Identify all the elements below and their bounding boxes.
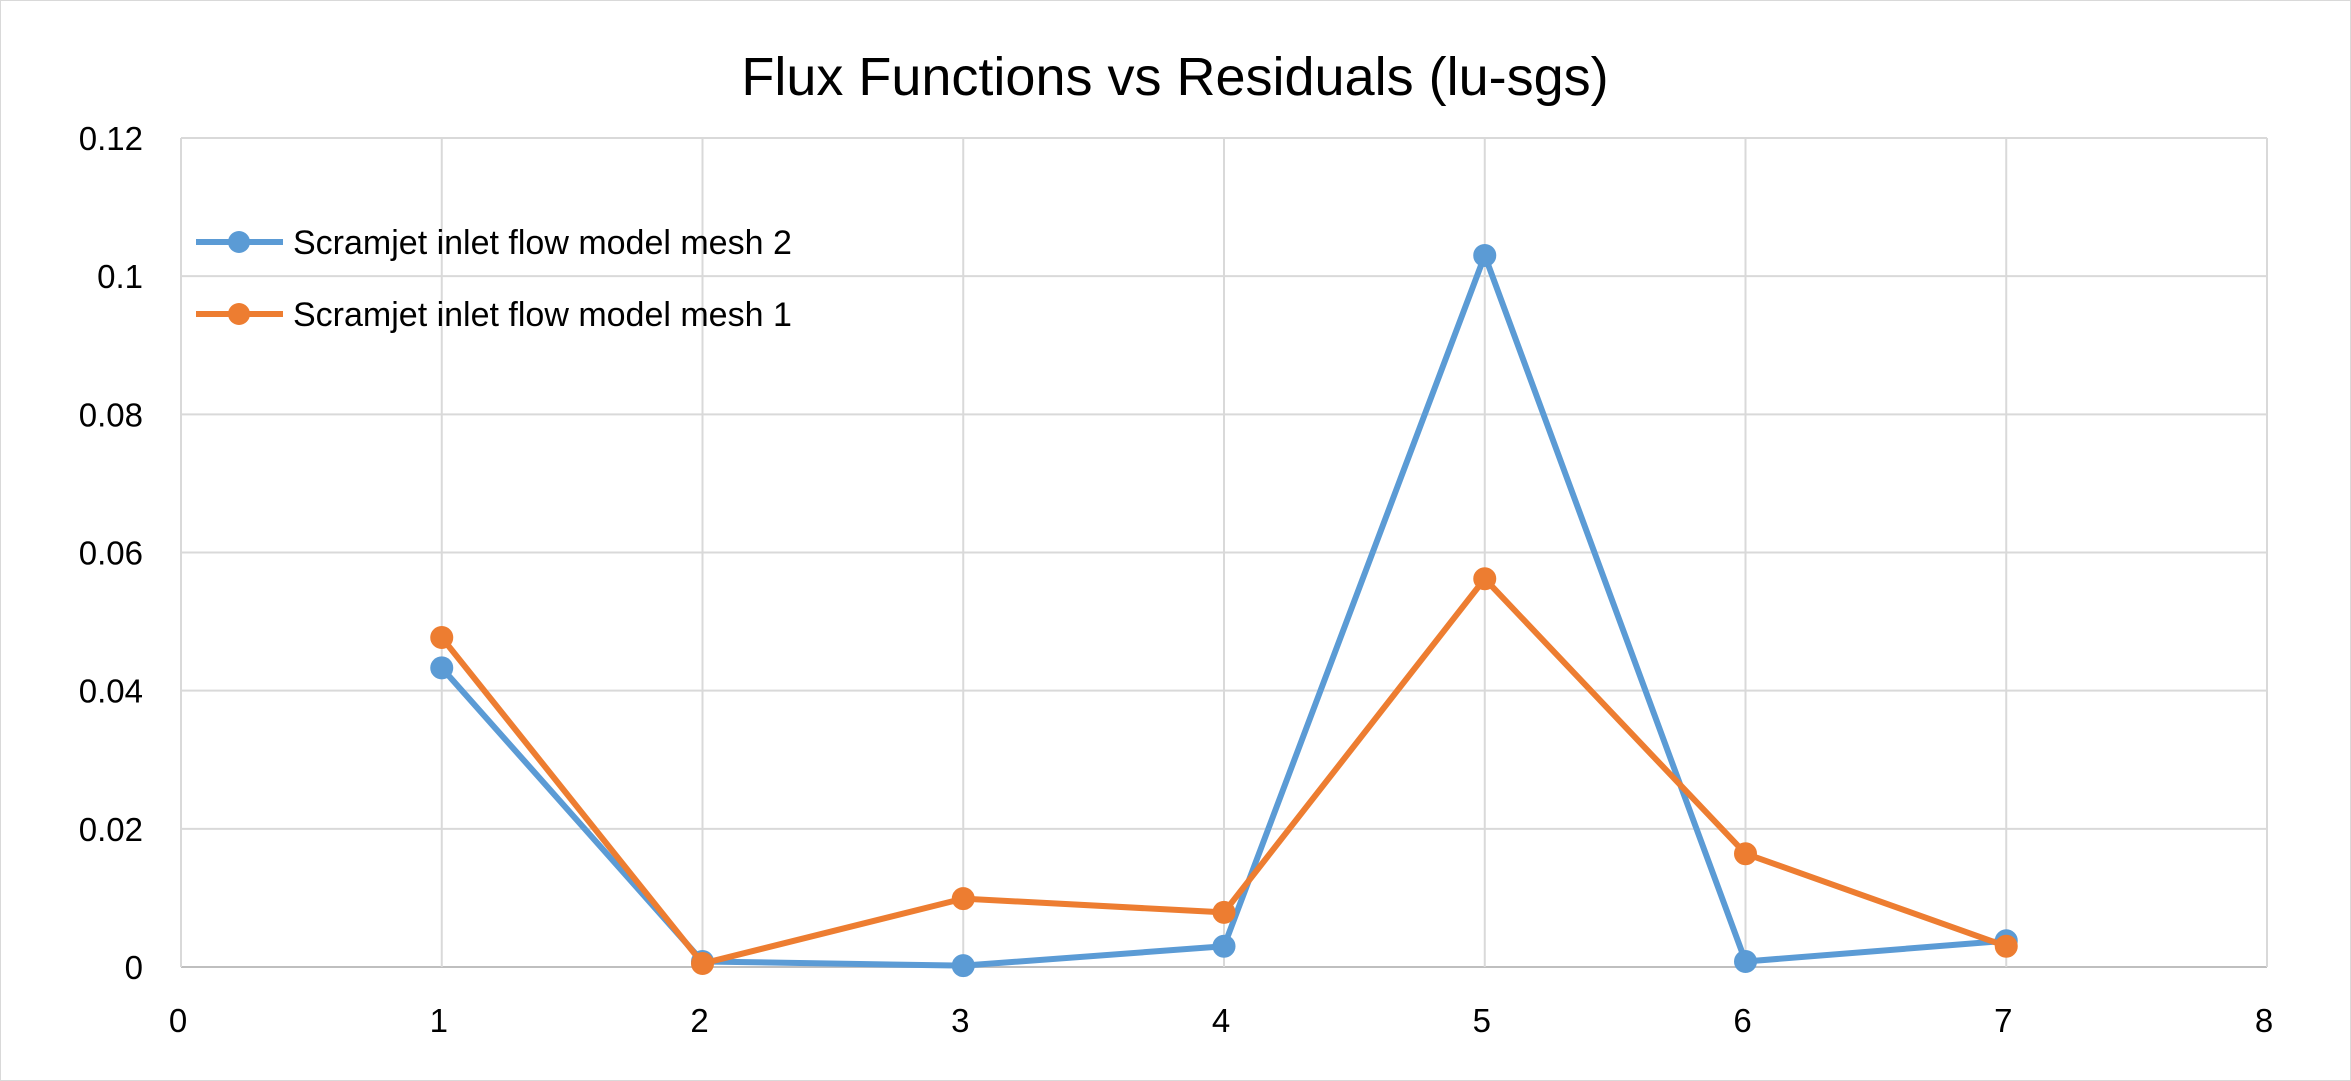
data-point (1212, 900, 1236, 924)
legend-label: Scramjet inlet flow model mesh 2 (293, 224, 792, 262)
data-point (1473, 243, 1497, 267)
y-tick-label: 0.1 (97, 258, 143, 295)
x-tick-labels: 0 1 2 3 4 5 6 7 8 (169, 1002, 2273, 1039)
data-point (430, 625, 454, 649)
x-tick-label: 3 (951, 1002, 969, 1039)
data-point (1994, 934, 2018, 958)
legend-label: Scramjet inlet flow model mesh 1 (293, 296, 792, 334)
y-tick-label: 0.06 (79, 535, 143, 572)
data-point (1473, 567, 1497, 591)
data-point (951, 954, 975, 978)
x-tick-label: 2 (690, 1002, 708, 1039)
series-layer (430, 243, 2018, 978)
x-tick-label: 1 (430, 1002, 448, 1039)
legend-marker (228, 303, 250, 325)
data-point (1734, 949, 1757, 973)
y-tick-label: 0.04 (79, 673, 143, 710)
grid-layer (180, 137, 2268, 968)
data-point (951, 887, 975, 911)
legend: Scramjet inlet flow model mesh 2 Scramjet… (196, 224, 792, 334)
y-tick-labels: 0 0.02 0.04 0.06 0.08 0.1 0.12 (79, 120, 143, 986)
x-tick-label: 0 (169, 1002, 187, 1039)
data-point (430, 656, 454, 680)
y-tick-label: 0.08 (79, 396, 143, 433)
data-point (1734, 842, 1757, 866)
y-tick-label: 0.12 (79, 120, 143, 157)
y-tick-label: 0.02 (79, 811, 143, 848)
series-2 (430, 567, 2018, 976)
x-tick-label: 8 (2255, 1002, 2273, 1039)
x-tick-label: 7 (1994, 1002, 2012, 1039)
y-tick-label: 0 (125, 949, 143, 986)
legend-entry: Scramjet inlet flow model mesh 1 (196, 296, 792, 334)
x-tick-label: 5 (1473, 1002, 1491, 1039)
data-point (1212, 934, 1236, 958)
legend-marker (228, 231, 250, 253)
chart-title: Flux Functions vs Residuals (lu-sgs) (741, 47, 1608, 107)
x-tick-label: 4 (1212, 1002, 1230, 1039)
data-point (691, 952, 714, 976)
x-tick-label: 6 (1733, 1002, 1751, 1039)
legend-entry: Scramjet inlet flow model mesh 2 (196, 224, 792, 262)
